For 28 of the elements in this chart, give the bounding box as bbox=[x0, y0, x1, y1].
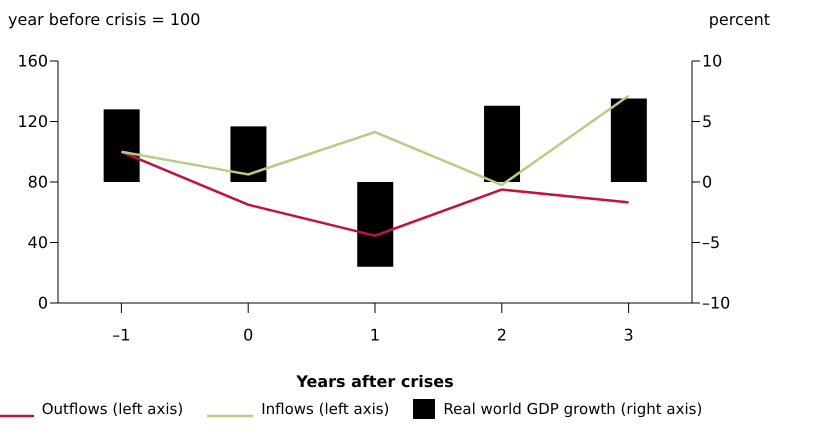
bar bbox=[484, 106, 520, 182]
x-tick-label: 0 bbox=[243, 325, 254, 344]
x-tick-label: 2 bbox=[496, 325, 507, 344]
line-series bbox=[120, 150, 630, 237]
bar bbox=[357, 182, 394, 267]
y2-tick-label: –10 bbox=[702, 294, 730, 313]
legend-label: Real world GDP growth (right axis) bbox=[443, 400, 702, 418]
bar bbox=[610, 98, 647, 182]
legend-label: Inflows (left axis) bbox=[261, 400, 390, 418]
bar bbox=[230, 126, 266, 182]
y2-tick-label: 5 bbox=[702, 112, 712, 132]
y-tick-label: 40 bbox=[28, 233, 48, 252]
x-tick-label: 3 bbox=[624, 325, 634, 344]
y-tick-label: 160 bbox=[17, 52, 48, 71]
y-tick-label: 0 bbox=[38, 294, 48, 313]
y2-tick-label: 0 bbox=[702, 172, 712, 192]
y-tick-label: 120 bbox=[17, 112, 48, 132]
y-tick-label: 80 bbox=[28, 172, 48, 192]
line-series bbox=[120, 94, 630, 186]
x-tick-label: –1 bbox=[112, 325, 130, 344]
x-tick-label: 1 bbox=[370, 325, 380, 344]
y2-tick-label: 10 bbox=[702, 52, 722, 71]
x-axis-title: Years after crises bbox=[295, 372, 454, 391]
y-axis-title: year before crisis = 100 bbox=[8, 10, 200, 29]
bar bbox=[104, 109, 140, 182]
y2-axis-title: percent bbox=[708, 10, 770, 29]
y2-tick-label: –5 bbox=[702, 233, 720, 252]
legend-label: Outflows (left axis) bbox=[42, 400, 184, 418]
